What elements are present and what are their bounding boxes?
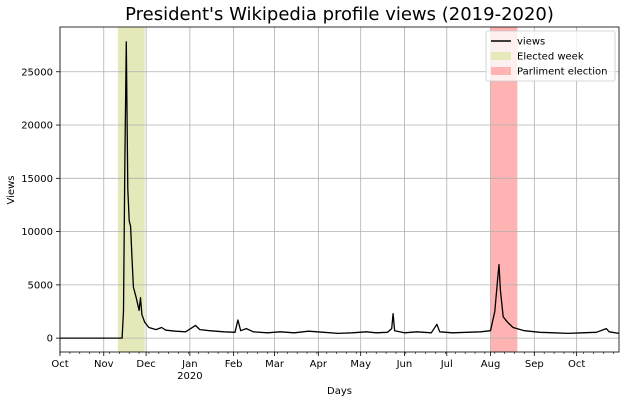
- x-tick-label-13: Oct: [568, 359, 585, 370]
- y-tick-label-5: 20000: [21, 121, 53, 132]
- x-tick-label-10: Jul: [440, 359, 453, 370]
- y-tick-label-4: 15000: [21, 174, 53, 185]
- series-group: [60, 41, 620, 339]
- x-tick-label-2: Nov: [94, 359, 114, 370]
- y-axis-label: Views: [6, 176, 17, 205]
- series-line-views: [60, 41, 620, 339]
- legend-label-2: Elected week: [517, 52, 584, 63]
- y-axis-ticks: 0 5000 10000 15000 20000 25000: [21, 67, 60, 345]
- legend-swatch-3: [491, 67, 511, 75]
- x-tick-label-9: Jun: [396, 359, 413, 370]
- y-tick-label-1: 0: [47, 334, 53, 345]
- y-tick-label-6: 25000: [21, 67, 53, 78]
- grid-lines: [59, 27, 619, 352]
- legend: views Elected week Parliment election: [485, 30, 616, 82]
- legend-swatch-2: [491, 52, 511, 60]
- y-tick-label-2: 5000: [28, 280, 53, 291]
- y-tick-label-3: 10000: [21, 227, 53, 238]
- x-tick-label-1: Oct: [51, 359, 68, 370]
- x-tick-label-5: Feb: [225, 359, 243, 370]
- x-tick-label-3: Dec: [136, 359, 155, 370]
- x-axis-label: Days: [327, 386, 352, 397]
- x-tick-label-7: Apr: [310, 359, 328, 370]
- x-tick-label-4: Jan: [181, 359, 197, 370]
- legend-label-1: views: [517, 37, 545, 48]
- x-tick-label-6: Mar: [265, 359, 285, 370]
- x-tick-sublabel-4: 2020: [177, 371, 202, 382]
- plot-frame: [59, 26, 620, 353]
- x-tick-label-8: May: [350, 359, 371, 370]
- x-tick-label-12: Sep: [525, 359, 544, 370]
- legend-box: [485, 30, 616, 82]
- chart-title: President's Wikipedia profile views (201…: [125, 4, 554, 25]
- legend-label-3: Parliment election: [517, 67, 607, 78]
- x-tick-label-11: Aug: [481, 359, 501, 370]
